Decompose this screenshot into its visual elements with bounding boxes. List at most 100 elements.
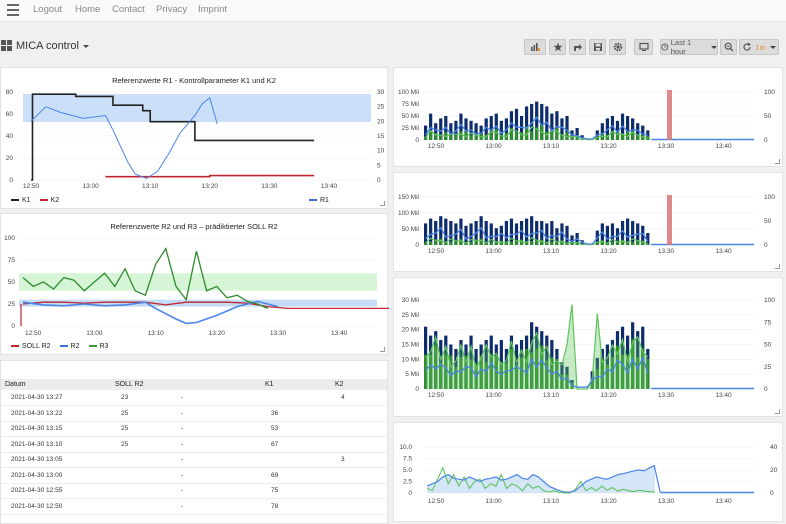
y-tick-label: 0 [9, 177, 13, 184]
bar [444, 354, 448, 389]
y-tick-label: 15 Mil [402, 342, 420, 349]
bar [464, 355, 468, 389]
bar [429, 218, 433, 245]
column-header[interactable]: SOLL R2 [111, 379, 171, 390]
bar [509, 241, 514, 245]
legend-item[interactable]: K1 [11, 197, 31, 204]
panel-volume-1[interactable]: 100 Mil 75 Mil 50 Mil 25 Mil 0 100 50 0 12:50 13:… [393, 67, 783, 167]
y-tick-label: 0 [770, 490, 774, 497]
bar [449, 123, 453, 140]
chart-r1-k1-k2: 80 60 40 20 0 30 25 20 15 10 5 0 12:50 13:00 13:10 13:2… [6, 89, 385, 190]
dashboard-title-picker[interactable]: MICA control [16, 40, 89, 52]
bar [600, 358, 604, 389]
menu-icon[interactable] [7, 4, 19, 16]
y-tick-label: 25 [8, 301, 16, 308]
x-tick-label: 13:10 [543, 498, 560, 505]
bar [444, 242, 448, 245]
nav-link-contact[interactable]: Contact [112, 4, 145, 15]
bar [514, 364, 519, 389]
bar [535, 348, 539, 389]
nav-link-imprint[interactable]: Imprint [198, 4, 228, 15]
bar [519, 357, 524, 389]
resize-handle-icon[interactable] [775, 159, 780, 164]
table-cell: 3 [331, 452, 387, 468]
table-cell: 75 [261, 483, 331, 499]
star-button[interactable] [549, 39, 566, 55]
time-range-label: Last 1 hour [670, 38, 692, 56]
panel-r2-r3-soll[interactable]: Referenzwerte R2 und R3 – prädiktierter … [0, 213, 389, 355]
legend-item[interactable]: R1 [309, 197, 329, 204]
panel-data-table[interactable]: Datum SOLL R2 K1 K2 2021-04-30 13:27 23-4 202… [0, 360, 388, 524]
series-line-green [426, 466, 655, 494]
table-body: 2021-04-30 13:27 23-4 2021-04-30 13:22 25-3… [1, 390, 387, 515]
resize-handle-icon[interactable] [775, 264, 780, 269]
table-cell [261, 452, 331, 468]
zoom-out-button[interactable] [720, 39, 737, 55]
x-tick-label: 12:50 [25, 330, 42, 337]
table-cell [331, 467, 387, 484]
x-tick-label: 12:50 [428, 392, 445, 399]
bar [479, 355, 483, 389]
legend-item[interactable]: SOLL R2 [11, 343, 51, 350]
bar [565, 374, 569, 389]
panel-volume-2[interactable]: 150 Mil 100 Mil 50 Mil 0 100 50 0 12:50 13:00 13:… [393, 172, 783, 272]
table-row: 2021-04-30 13:05 - 3 [1, 452, 387, 468]
bar [439, 238, 443, 245]
legend-item[interactable]: R2 [59, 343, 80, 350]
column-header[interactable] [171, 379, 261, 390]
bar [519, 221, 524, 245]
bar [530, 131, 534, 140]
refresh-button[interactable]: 1m [739, 39, 779, 55]
bar [484, 118, 488, 140]
resize-handle-icon[interactable] [380, 347, 385, 352]
nav-link-home[interactable]: Home [75, 4, 101, 15]
save-button[interactable] [589, 39, 606, 55]
table-cell: 2021-04-30 13:00 [1, 467, 111, 484]
bar [459, 113, 463, 140]
bar [631, 221, 635, 245]
resize-handle-icon[interactable] [775, 409, 780, 414]
legend-item[interactable]: R3 [88, 343, 108, 350]
bar [570, 235, 574, 245]
y-tick-label: 0 [377, 177, 381, 184]
bar [555, 358, 559, 389]
table-cell [111, 483, 171, 499]
bar [434, 345, 438, 389]
nav-link-logout[interactable]: Logout [33, 4, 63, 15]
column-header[interactable]: K1 [261, 379, 331, 390]
dashboard-grid-icon[interactable] [1, 40, 12, 51]
panel-r1-k1-k2[interactable]: Referenzwerte R1 - Kontrollparameter K1 … [0, 67, 388, 209]
legend-item[interactable]: K2 [39, 197, 59, 204]
chevron-down-icon [769, 45, 776, 49]
table-cell [111, 452, 171, 468]
settings-button[interactable] [609, 39, 626, 55]
column-header[interactable]: Datum [1, 379, 111, 390]
legend-label: R1 [320, 197, 329, 204]
y-tick-label: 20 [770, 467, 778, 474]
view-mode-button[interactable] [634, 39, 653, 55]
table-cell: 25 [111, 436, 171, 453]
share-button[interactable] [569, 39, 586, 55]
column-header[interactable]: K2 [331, 379, 387, 390]
resize-handle-icon[interactable] [380, 201, 385, 206]
x-tick-label: 13:10 [543, 248, 560, 255]
chart-volume-2: 150 Mil 100 Mil 50 Mil 0 100 50 0 12:50 13:00 13:… [398, 194, 775, 255]
y-tick-label: 25 [377, 104, 385, 111]
bar [479, 216, 483, 245]
time-range-picker[interactable]: Last 1 hour [660, 38, 718, 56]
legend-label: SOLL R2 [22, 343, 51, 350]
series-line-r1 [30, 97, 218, 180]
add-panel-button[interactable] [524, 39, 546, 55]
bar [565, 243, 569, 245]
bar [570, 243, 574, 245]
bar [499, 240, 503, 245]
panel-volume-3[interactable]: 30 Mil 25 Mil 20 Mil 15 Mil 10 Mil 5 Mil 0 100 7… [393, 277, 783, 417]
x-tick-label: 13:30 [658, 248, 675, 255]
bar [469, 223, 473, 245]
nav-link-privacy[interactable]: Privacy [156, 4, 188, 15]
panel-rate[interactable]: 10.0 7.5 5.0 2.5 0 40 20 0 12:50 13:00 13:10 13:20 1… [393, 422, 783, 522]
x-tick-label: 13:30 [270, 330, 287, 337]
x-tick-label: 13:00 [485, 392, 502, 399]
bar [454, 135, 458, 140]
bar [550, 131, 554, 140]
